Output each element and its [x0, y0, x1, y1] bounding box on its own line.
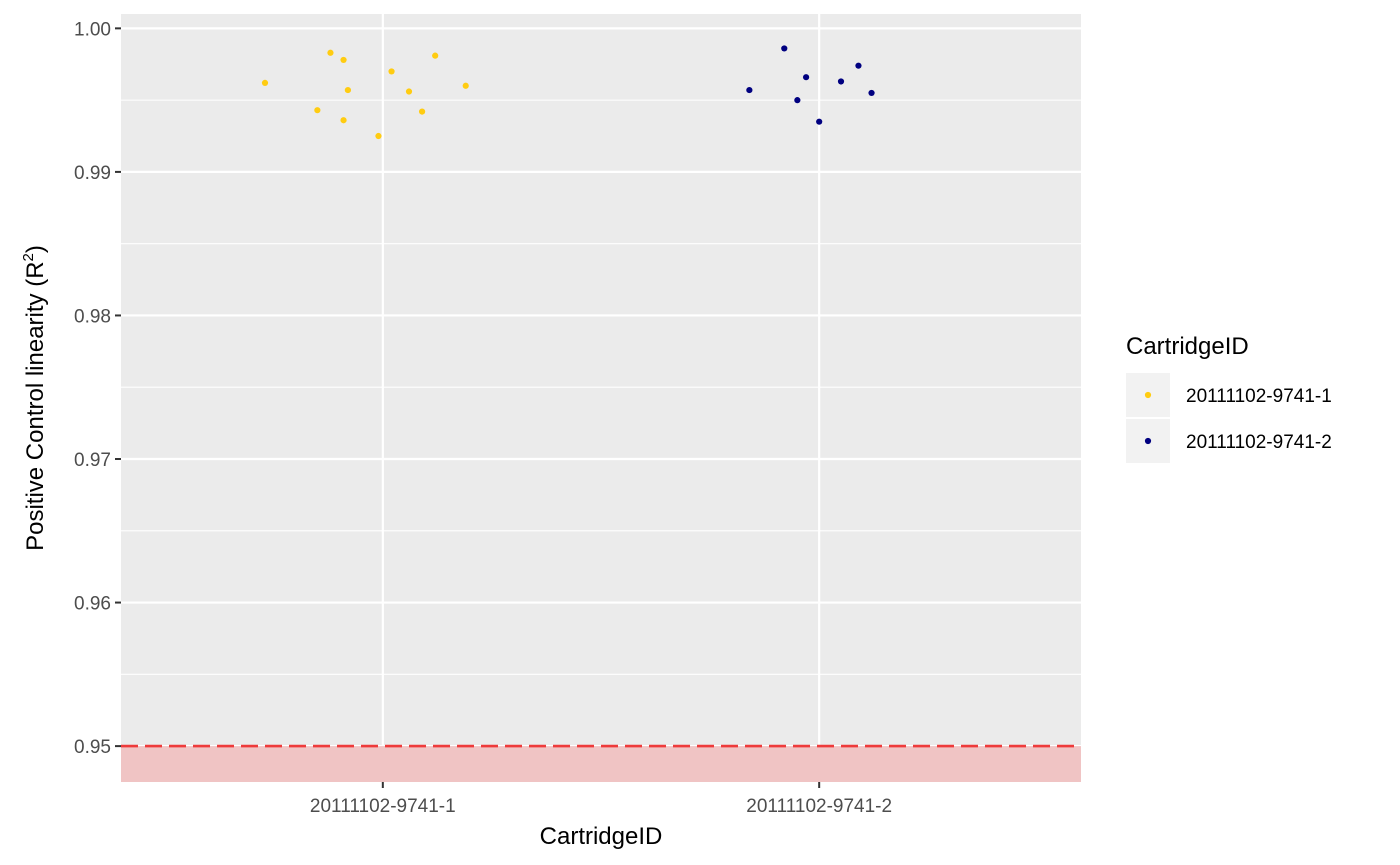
data-point-series-2 [781, 45, 788, 52]
data-point-series-1 [327, 49, 334, 56]
y-axis-title: Positive Control linearity (R2) [20, 245, 49, 551]
y-axis-title-main: Positive Control linearity (R [22, 261, 49, 550]
threshold-band [121, 746, 1081, 782]
data-point-series-1 [314, 107, 321, 114]
data-point-series-2 [802, 74, 810, 81]
x-axis-title: CartridgeID [540, 823, 663, 850]
legend-key-point [1144, 437, 1152, 445]
data-point-series-1 [340, 56, 347, 64]
data-point-series-2 [746, 86, 753, 94]
data-point-series-1 [432, 52, 439, 59]
y-axis-title-superscript: 2 [20, 253, 37, 261]
data-points [261, 45, 875, 140]
data-point-series-1 [340, 117, 347, 124]
data-point-series-2 [855, 62, 862, 69]
y-axis-title-close: ) [22, 245, 49, 253]
data-point-series-1 [388, 68, 395, 75]
data-point-series-1 [405, 88, 413, 95]
y-tick-label: 0.97 [74, 450, 111, 471]
legend-items: 20111102-9741-1 20111102-9741-2 [1126, 373, 1332, 463]
y-tick-label: 1.00 [74, 19, 111, 40]
data-point-series-1 [375, 132, 382, 140]
x-axis: 20111102-9741-1 20111102-9741-2 [310, 782, 892, 817]
data-point-series-2 [868, 89, 875, 97]
legend-title: CartridgeID [1126, 333, 1249, 360]
y-axis: 0.95 0.96 0.97 0.98 0.99 1.00 [74, 19, 121, 758]
minor-gridlines [121, 99, 1081, 675]
legend: CartridgeID 20111102-9741-120111102-9741… [1126, 333, 1332, 463]
plot-panel [121, 14, 1081, 782]
legend-label: 20111102-9741-2 [1186, 432, 1332, 453]
legend-key-point [1144, 391, 1152, 399]
x-tick-label: 20111102-9741-2 [746, 796, 892, 817]
data-point-series-2 [816, 118, 823, 125]
y-tick-label: 0.95 [74, 737, 111, 758]
data-point-series-1 [344, 86, 352, 94]
y-tick-label: 0.98 [74, 306, 111, 327]
data-point-series-2 [837, 78, 845, 85]
data-point-series-1 [261, 79, 269, 87]
y-tick-label: 0.96 [74, 594, 111, 615]
y-tick-label: 0.99 [74, 163, 111, 184]
data-point-series-1 [462, 82, 469, 89]
data-point-series-1 [418, 108, 426, 115]
legend-label: 20111102-9741-1 [1186, 386, 1332, 407]
x-tick-label: 20111102-9741-1 [310, 796, 456, 817]
data-point-series-2 [794, 97, 801, 104]
